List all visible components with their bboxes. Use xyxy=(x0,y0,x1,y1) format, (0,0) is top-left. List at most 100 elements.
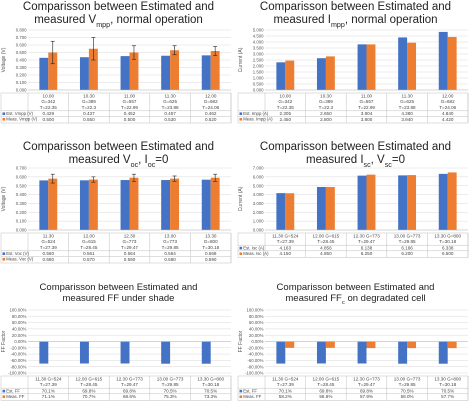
chart-subtitle: measured Isc, Vsc=0 xyxy=(306,154,405,169)
y-tick-label: 5.000 xyxy=(253,183,264,188)
y-tick-label: 0.100 xyxy=(16,80,27,85)
category-label: 12.00 G=615 xyxy=(313,377,340,382)
y-tick-label: 0.000 xyxy=(253,88,264,93)
category-label: 13.30 G=800 xyxy=(434,234,461,239)
table-value: 73.3% xyxy=(204,394,217,399)
y-tick-label: -80.00% xyxy=(10,364,26,369)
table-value: 0.437 xyxy=(83,111,95,116)
category-label: G=524 xyxy=(41,239,55,244)
category-label: T=29.47 xyxy=(121,382,138,387)
legend-label: Meas. FF xyxy=(6,394,25,399)
bar-meas-ff-1 xyxy=(285,341,295,348)
table-value: 4.850 xyxy=(320,251,332,256)
legend-swatch xyxy=(2,389,6,393)
category-label: T=28.45 xyxy=(80,245,97,250)
chart-svg: Comparisson between Estimated andmeasure… xyxy=(0,141,232,264)
bar-meas-isc-a--1 xyxy=(285,193,295,230)
bar-est-ff-3 xyxy=(120,341,130,364)
y-tick-label: 60.00% xyxy=(12,320,27,325)
table-value: 70.5% xyxy=(164,389,177,394)
category-label: T=29.85 xyxy=(399,239,416,244)
category-label: G=773 xyxy=(163,239,177,244)
chart-title: Comparisson between Estimated and xyxy=(23,1,214,13)
bar-est-impp-a--5 xyxy=(438,31,448,91)
y-tick-label: 0.00% xyxy=(251,339,263,344)
y-tick-label: 0.700 xyxy=(16,35,27,40)
table-value: 4.163 xyxy=(280,246,292,251)
chart-svg: Comparisson between Estimated andmeasure… xyxy=(237,141,469,258)
chart-title: Comparisson between Estimated and xyxy=(23,141,214,153)
bar-est-voc-v--1 xyxy=(39,180,49,230)
category-label: G=625 xyxy=(400,99,414,104)
table-value: 2.450 xyxy=(280,117,292,122)
bar-meas-impp-a--1 xyxy=(285,60,295,90)
y-axis-label: Current (A) xyxy=(238,186,244,211)
bar-meas-ff-2 xyxy=(325,341,335,348)
table-value: 0.570 xyxy=(83,257,95,262)
category-label: T=29.47 xyxy=(121,245,138,250)
bar-est-isc-a--2 xyxy=(316,186,326,230)
category-label: 12.30 G=773 xyxy=(353,377,380,382)
category-label: 13.30 G=800 xyxy=(197,377,224,382)
category-label: T=23.88 xyxy=(162,105,179,110)
y-tick-label: 7.000 xyxy=(253,166,264,171)
table-value: 70.7% xyxy=(82,394,95,399)
y-tick-label: 60.00% xyxy=(249,320,264,325)
table-value: 0.550 xyxy=(83,117,95,122)
y-tick-label: 0.200 xyxy=(16,73,27,78)
category-label: 11.00 xyxy=(124,94,136,99)
category-label: T=29.47 xyxy=(358,239,375,244)
table-value: 58.0% xyxy=(401,394,414,399)
table-value: 69.8% xyxy=(360,389,373,394)
y-tick-label: 0.600 xyxy=(16,174,27,179)
table-value: 6.200 xyxy=(401,251,413,256)
bar-meas-impp-a--4 xyxy=(407,42,417,90)
table-value: 3.940 xyxy=(401,117,413,122)
y-tick-label: 2.000 xyxy=(253,64,264,69)
category-label: 13.30 G=800 xyxy=(434,377,461,382)
y-tick-label: 0.000 xyxy=(253,228,264,233)
legend-label: Est. FF xyxy=(6,389,20,394)
category-label: T=30.18 xyxy=(202,245,219,250)
table-value: 69.8% xyxy=(82,389,95,394)
table-value: 4.380 xyxy=(401,111,413,116)
table-value: 6.250 xyxy=(361,251,373,256)
table-value: 70.5% xyxy=(204,389,217,394)
y-tick-label: 6.000 xyxy=(253,174,264,179)
category-label: T=28.45 xyxy=(317,239,334,244)
bar-est-isc-a--5 xyxy=(438,173,448,230)
category-label: G=389 xyxy=(82,99,96,104)
chart-panel-ff-degraded: Comparisson between Estimated and measure… xyxy=(237,280,474,420)
table-value: 4.856 xyxy=(320,246,332,251)
category-label: G=342 xyxy=(41,99,55,104)
table-value: 57.9% xyxy=(360,394,373,399)
bar-meas-voc-v--5 xyxy=(210,177,220,230)
chart-title: Comparisson between Estimated and xyxy=(277,282,435,293)
table-value: 69.8% xyxy=(319,389,332,394)
table-value: 0.462 xyxy=(205,111,217,116)
chart-title: Comparisson between Estimated and xyxy=(40,282,198,293)
category-label: 13.00 G=773 xyxy=(157,377,184,382)
y-tick-label: 3.000 xyxy=(253,52,264,57)
category-label: 11.00 xyxy=(361,94,373,99)
y-tick-label: 0.700 xyxy=(16,166,27,171)
bar-meas-ff-4 xyxy=(407,341,417,349)
y-tick-label: -60.00% xyxy=(247,358,263,363)
y-tick-label: 0.400 xyxy=(16,192,27,197)
category-label: T=29.85 xyxy=(399,382,416,387)
table-value: 4.840 xyxy=(442,111,454,116)
bar-meas-ff-5 xyxy=(447,341,457,349)
category-label: 12.00 xyxy=(83,234,95,239)
chart-svg: Comparisson between Estimated andmeasure… xyxy=(0,282,232,401)
table-value: 70.1% xyxy=(279,389,292,394)
legend-label: Meas. Isc (A) xyxy=(243,251,269,256)
table-value: 2.650 xyxy=(320,111,332,116)
table-value: 0.564 xyxy=(124,251,136,256)
chart-subtitle: measured Vmpp, normal operation xyxy=(34,14,203,29)
category-label: G=557 xyxy=(123,99,137,104)
table-value: 0.500 xyxy=(43,117,55,122)
y-tick-label: 0.600 xyxy=(16,43,27,48)
y-tick-label: 0.400 xyxy=(16,58,27,63)
legend-label: Est. Voc (V) xyxy=(6,251,29,256)
bar-meas-isc-a--4 xyxy=(407,175,417,230)
